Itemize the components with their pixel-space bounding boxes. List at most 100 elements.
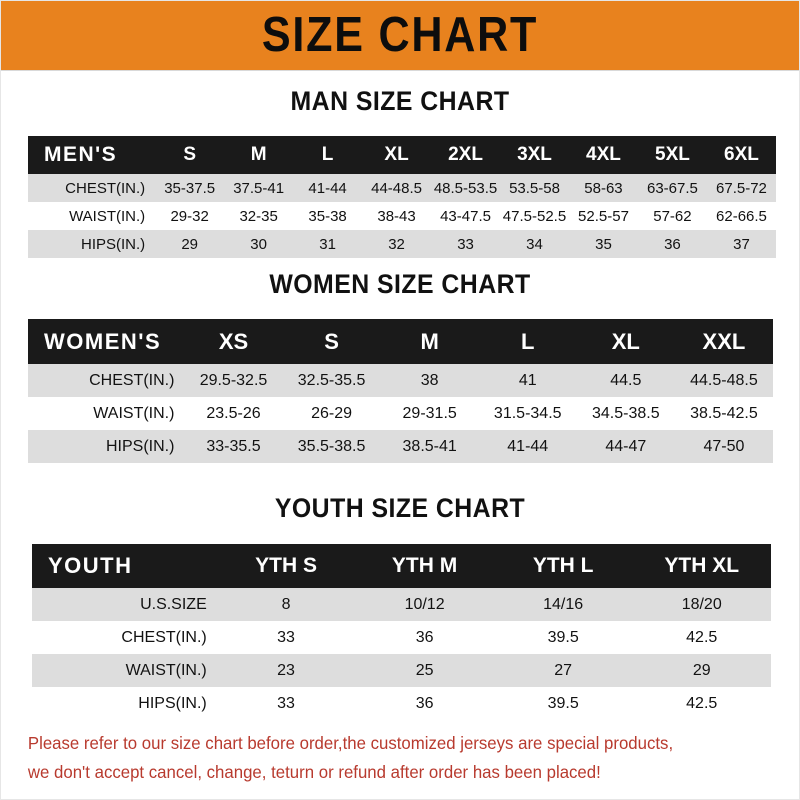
youth-header-size-4: YTH XL — [664, 554, 740, 577]
women-header-size-2: S — [324, 328, 339, 354]
table-row: WAIST(IN.) 23.5-26 26-29 29-31.5 31.5-34.5 34… — [28, 397, 773, 430]
table-row: CHEST(IN.) 33 36 39.5 42.5 — [32, 621, 771, 654]
youth-cell: 39.5 — [547, 628, 579, 646]
women-table-body: WOMEN'S XS S M L XL XXL CHEST(IN.) 29.5-32.5 32.5… — [28, 319, 773, 463]
man-cell: 62-66.5 — [716, 207, 767, 225]
man-cell: 38-43 — [377, 207, 416, 225]
women-cell: 26-29 — [311, 404, 353, 422]
man-cell: 32 — [388, 235, 405, 253]
disclaimer-line-1: Please refer to our size chart before or… — [27, 733, 674, 753]
women-cell: 29-31.5 — [402, 404, 457, 422]
man-header-size-6: 3XL — [517, 144, 552, 165]
women-cell: 47-50 — [703, 437, 745, 455]
man-cell: 33 — [457, 235, 474, 253]
women-row-label: CHEST(IN.) — [89, 371, 175, 389]
women-row-label: HIPS(IN.) — [106, 437, 175, 455]
man-cell: 52.5-57 — [578, 207, 629, 225]
women-cell: 31.5-34.5 — [493, 404, 562, 422]
women-cell: 35.5-38.5 — [297, 437, 366, 455]
youth-cell: 14/16 — [543, 595, 584, 613]
youth-header-size-1: YTH S — [255, 554, 317, 577]
man-cell: 29 — [181, 235, 198, 253]
man-cell: 35-38 — [308, 207, 347, 225]
youth-cell: 23 — [277, 661, 295, 679]
man-cell: 53.5-58 — [509, 179, 560, 197]
youth-row-label: U.S.SIZE — [140, 595, 207, 613]
man-cell: 37.5-41 — [233, 179, 285, 197]
youth-header-label: YOUTH — [48, 553, 133, 578]
man-header-size-4: XL — [384, 144, 409, 165]
disclaimer-line-2: we don't accept cancel, change, teturn o… — [27, 761, 601, 782]
man-size-table-wrapper: MEN'S S M L XL 2XL 3XL 4XL 5XL 6XL CHEST(IN.) 35-37… — [28, 136, 776, 258]
youth-row-label: WAIST(IN.) — [125, 661, 207, 679]
youth-cell: 18/20 — [681, 595, 722, 613]
table-row: HIPS(IN.) 33-35.5 35.5-38.5 38.5-41 41-44 44-… — [28, 430, 773, 463]
youth-header-size-3: YTH L — [532, 554, 594, 577]
youth-cell: 29 — [692, 661, 711, 679]
women-header-size-4: L — [521, 328, 535, 354]
women-row-label: WAIST(IN.) — [93, 404, 175, 422]
man-section-title: MAN SIZE CHART — [290, 86, 510, 116]
women-cell: 44.5 — [610, 371, 642, 389]
women-header-size-1: XS — [218, 328, 249, 354]
man-cell: 37 — [733, 235, 750, 253]
man-size-table: MEN'S S M L XL 2XL 3XL 4XL 5XL 6XL CHEST(IN.) 35-37… — [28, 136, 776, 258]
man-header-size-5: 2XL — [448, 144, 483, 165]
youth-cell: 8 — [281, 595, 291, 613]
table-row: CHEST(IN.) 29.5-32.5 32.5-35.5 38 41 44.5 44.5… — [28, 364, 773, 397]
man-cell: 63-67.5 — [647, 179, 698, 197]
man-table-body: MEN'S S M L XL 2XL 3XL 4XL 5XL 6XL CHEST(IN.) 35-37… — [28, 136, 776, 258]
women-cell: 32.5-35.5 — [297, 371, 366, 389]
man-cell: 35 — [595, 235, 612, 253]
women-cell: 44-47 — [605, 437, 647, 455]
women-size-table-wrapper: WOMEN'S XS S M L XL XXL CHEST(IN.) 29.5-32.5 32.5… — [28, 319, 773, 463]
man-cell: 30 — [250, 235, 267, 253]
table-row: WAIST(IN.) 29-32 32-35 35-38 38-43 43-47.5 47.… — [28, 202, 776, 230]
youth-cell: 36 — [415, 628, 434, 646]
youth-cell: 25 — [415, 661, 434, 679]
man-cell: 41-44 — [308, 179, 347, 197]
youth-cell: 10/12 — [404, 595, 445, 613]
women-header-label: WOMEN'S — [44, 328, 162, 354]
youth-row-label: HIPS(IN.) — [138, 694, 207, 712]
youth-cell: 36 — [415, 694, 434, 712]
man-cell: 31 — [319, 235, 336, 253]
youth-cell: 42.5 — [686, 628, 718, 646]
man-cell: 58-63 — [584, 179, 623, 197]
man-header-label: MEN'S — [44, 143, 118, 166]
women-cell: 34.5-38.5 — [592, 404, 660, 422]
man-header-size-7: 4XL — [586, 144, 621, 165]
women-section-title: WOMEN SIZE CHART — [269, 269, 531, 299]
man-cell: 57-62 — [653, 207, 692, 225]
women-cell: 29.5-32.5 — [199, 371, 268, 389]
youth-header-row: YOUTH YTH S YTH M YTH L YTH XL — [32, 544, 771, 588]
youth-size-table-wrapper: YOUTH YTH S YTH M YTH L YTH XL U.S.SIZE 8 10/12… — [32, 544, 771, 720]
youth-cell: 27 — [554, 661, 573, 679]
women-header-row: WOMEN'S XS S M L XL XXL — [28, 319, 773, 364]
youth-size-table: YOUTH YTH S YTH M YTH L YTH XL U.S.SIZE 8 10/12… — [32, 544, 771, 720]
women-header-size-6: XXL — [702, 328, 746, 354]
man-cell: 43-47.5 — [440, 207, 491, 225]
youth-cell: 33 — [277, 628, 295, 646]
table-row: HIPS(IN.) 29 30 31 32 33 34 35 36 37 — [28, 230, 776, 258]
man-cell: 48.5-53.5 — [433, 179, 498, 197]
man-cell: 36 — [664, 235, 681, 253]
table-row: WAIST(IN.) 23 25 27 29 — [32, 654, 771, 687]
youth-row-label: CHEST(IN.) — [121, 628, 207, 646]
man-cell: 34 — [526, 235, 543, 253]
man-row-label: CHEST(IN.) — [65, 179, 146, 197]
women-cell: 38 — [420, 371, 439, 389]
man-header-size-3: L — [321, 144, 334, 165]
women-cell: 23.5-26 — [206, 404, 261, 422]
women-header-size-3: M — [420, 328, 439, 354]
man-row-label: WAIST(IN.) — [69, 207, 146, 225]
page-banner: SIZE CHART — [1, 1, 799, 71]
women-cell: 33-35.5 — [206, 437, 261, 455]
man-header-size-9: 6XL — [724, 144, 759, 165]
man-cell: 29-32 — [170, 207, 209, 225]
table-row: HIPS(IN.) 33 36 39.5 42.5 — [32, 687, 771, 720]
man-cell: 35-37.5 — [164, 179, 216, 197]
women-size-table: WOMEN'S XS S M L XL XXL CHEST(IN.) 29.5-32.5 32.5… — [28, 319, 773, 463]
man-cell: 47.5-52.5 — [502, 207, 567, 225]
